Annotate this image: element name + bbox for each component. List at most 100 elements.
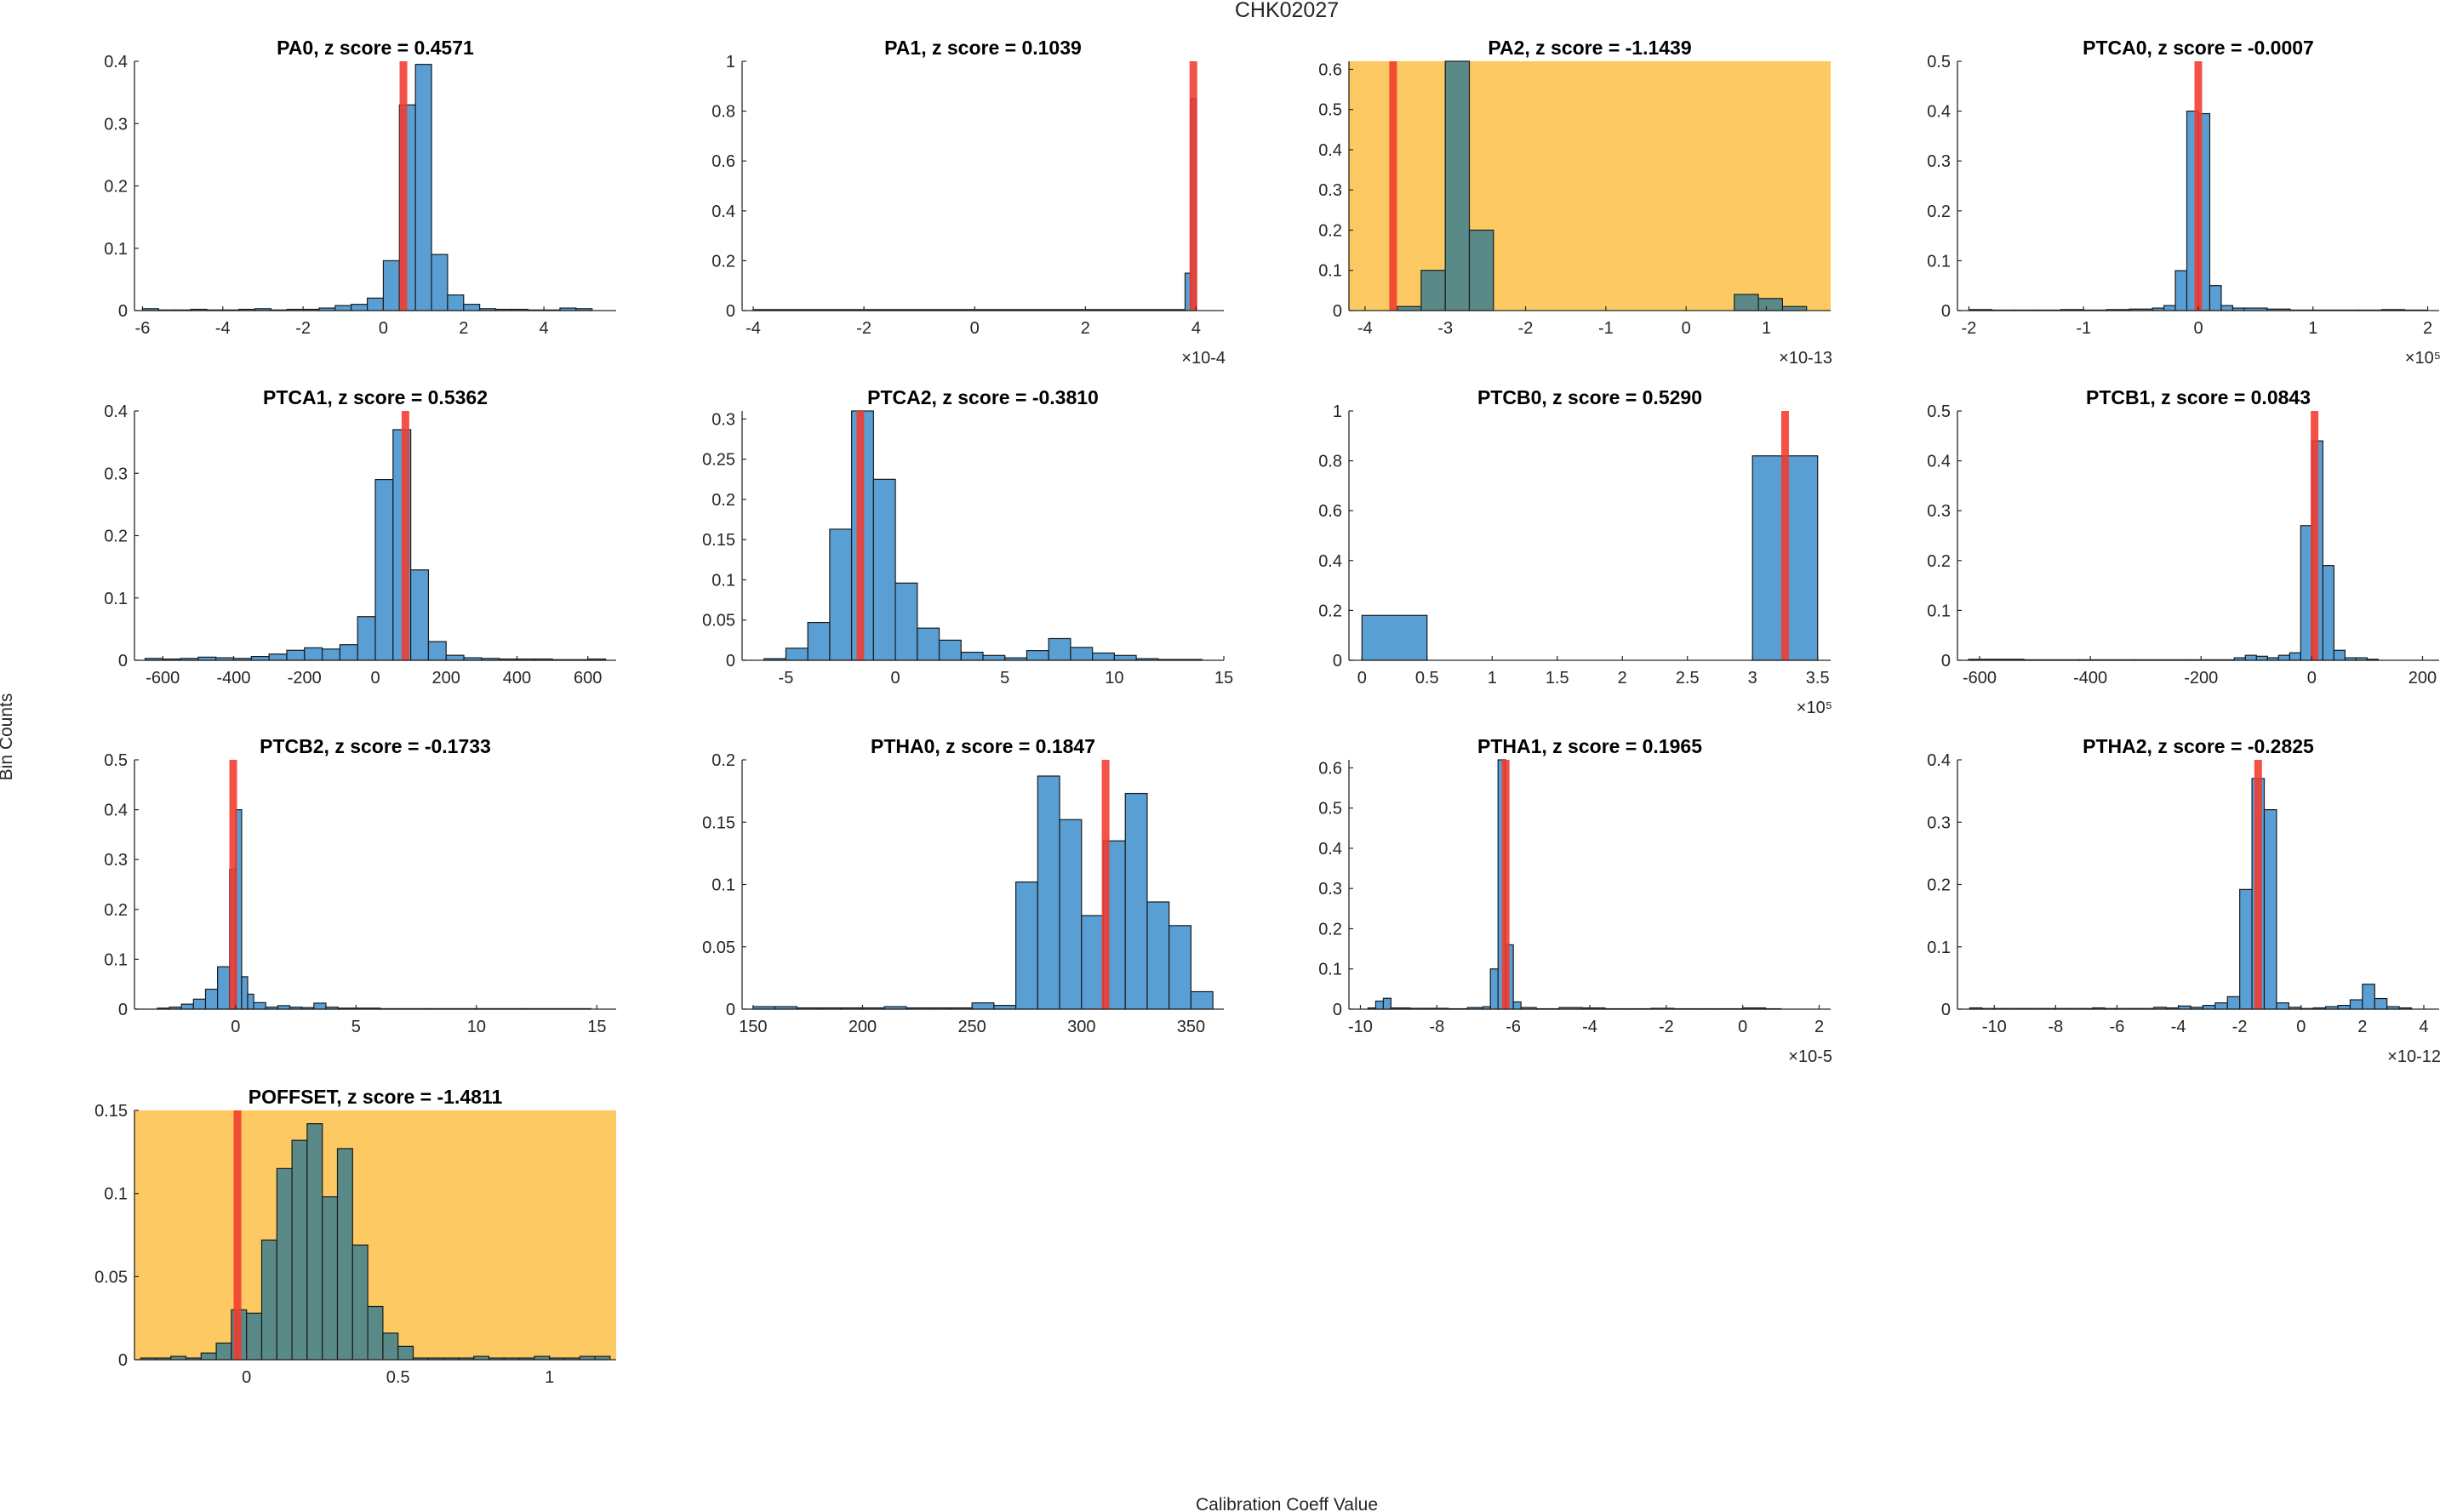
histogram-bar — [1420, 270, 1446, 311]
x-tick-label: 1 — [1488, 669, 1497, 688]
histogram-bar — [2174, 270, 2188, 311]
axis-multiplier: ×10-12 — [2387, 1047, 2440, 1066]
panel-title: PA0, z score = 0.4571 — [277, 37, 474, 59]
histogram-panels: -6 -4 -2 0 2 4 0 0.1 0.2 0.3 0.4 PA0, z score = 0.4… — [94, 37, 2440, 1387]
histogram-bar — [2349, 999, 2363, 1010]
x-tick-label: -8 — [1429, 1018, 1444, 1036]
x-tick-label: -6 — [1506, 1018, 1521, 1036]
histogram-bar — [1734, 294, 1759, 311]
current-value-marker — [1101, 760, 1110, 1009]
histogram-bar — [1081, 915, 1105, 1010]
histogram-bar — [250, 656, 270, 661]
y-tick-label: 0.4 — [104, 802, 128, 820]
y-tick-label: 0.4 — [1318, 552, 1342, 571]
x-tick-label: 2 — [1814, 1018, 1824, 1036]
histogram-bar — [253, 1001, 266, 1010]
axis-multiplier: ×10-5 — [1788, 1047, 1832, 1066]
histogram-bar — [1512, 1001, 1522, 1010]
x-tick-label: -10 — [1348, 1018, 1373, 1036]
y-tick-label: 0.2 — [1927, 876, 1951, 895]
y-tick-label: 0 — [118, 302, 128, 321]
panel-title: PTHA2, z score = -0.2825 — [2083, 735, 2314, 757]
x-tick-label: -1 — [2076, 319, 2091, 338]
y-tick-label: 0.15 — [702, 813, 735, 832]
histogram-bar — [304, 647, 323, 661]
x-tick-label: 0 — [370, 669, 380, 688]
x-tick-label: 2 — [459, 319, 468, 338]
histogram-bar — [971, 1002, 995, 1010]
histogram-bar — [313, 1002, 327, 1010]
y-tick-label: 0.2 — [1927, 552, 1951, 571]
x-tick-label: 350 — [1177, 1018, 1205, 1036]
x-tick-label: -4 — [215, 319, 231, 338]
x-tick-label: 15 — [587, 1018, 606, 1036]
x-tick-label: -200 — [288, 669, 322, 688]
x-tick-label: 0 — [1682, 319, 1691, 338]
y-tick-label: 0.6 — [1318, 759, 1342, 778]
x-tick-label: 4 — [1191, 319, 1201, 338]
y-tick-label: 0.4 — [104, 402, 128, 421]
y-tick-label: 0 — [1333, 652, 1342, 670]
axis-multiplier: ×10-13 — [1779, 349, 1832, 368]
y-tick-label: 0.3 — [104, 465, 128, 483]
histogram-bar — [2362, 984, 2375, 1010]
y-tick-label: 0.2 — [1927, 203, 1951, 221]
histogram-bar — [829, 528, 853, 661]
y-tick-label: 0.2 — [1318, 221, 1342, 240]
panel-ptcb2: 0 5 10 15 0 0.1 0.2 0.3 0.4 0.5 PTCB2, z score = -… — [104, 735, 616, 1036]
x-tick-label: 5 — [351, 1018, 361, 1036]
x-tick-label: 250 — [957, 1018, 986, 1036]
panel-poffset: 0 0.5 1 0 0.05 0.1 0.15 POFFSET, z score = -1.4… — [94, 1086, 616, 1387]
histogram-bar — [2163, 305, 2176, 311]
x-tick-label: 0 — [1738, 1018, 1747, 1036]
y-tick-label: 0.5 — [104, 751, 128, 770]
y-tick-label: 0.3 — [1927, 152, 1951, 171]
x-tick-label: 4 — [2419, 1018, 2428, 1036]
histogram-bar — [374, 478, 394, 661]
y-tick-label: 0.15 — [702, 531, 735, 550]
y-tick-label: 0.05 — [702, 612, 735, 630]
histogram-bar — [1026, 650, 1049, 661]
x-tick-label: 5 — [1000, 669, 1009, 688]
histogram-bar — [2300, 525, 2312, 661]
panel-title: PTCB0, z score = 0.5290 — [1477, 386, 1702, 408]
histogram-bar — [1757, 298, 1784, 311]
x-tick-label: 300 — [1067, 1018, 1095, 1036]
x-tick-label: 200 — [432, 669, 460, 688]
x-tick-label: 15 — [1214, 669, 1233, 688]
x-tick-label: 200 — [849, 1018, 877, 1036]
histogram-bar — [204, 988, 219, 1010]
y-tick-label: 0.1 — [711, 571, 735, 590]
x-axis-label: Calibration Coeff Value — [1196, 1495, 1378, 1512]
histogram-bar — [322, 1195, 339, 1361]
histogram-bar — [2209, 285, 2222, 311]
x-tick-label: 1 — [545, 1368, 554, 1387]
x-tick-label: 0.5 — [386, 1368, 410, 1387]
y-tick-label: 0 — [726, 652, 735, 670]
x-tick-label: -4 — [2171, 1018, 2186, 1036]
current-value-marker — [2194, 61, 2203, 311]
histogram-bar — [2333, 649, 2346, 661]
x-tick-label: 2 — [2423, 319, 2432, 338]
histogram-bar — [180, 1003, 194, 1010]
panel-title: PTCA1, z score = 0.5362 — [263, 386, 488, 408]
panel-title: PTCA0, z score = -0.0007 — [2083, 37, 2314, 59]
histogram-bar — [410, 569, 430, 661]
x-tick-label: 0 — [379, 319, 388, 338]
histogram-bar — [2220, 305, 2234, 311]
x-tick-label: -400 — [2073, 669, 2107, 688]
panel-title: PTCA2, z score = -0.3810 — [867, 386, 1099, 408]
histogram-bar — [2276, 1002, 2289, 1010]
y-tick-label: 0.5 — [1927, 402, 1951, 421]
y-tick-label: 0.8 — [1318, 453, 1342, 471]
y-tick-label: 0.2 — [104, 901, 128, 920]
histogram-bar — [1037, 775, 1060, 1010]
y-tick-label: 0.3 — [1927, 502, 1951, 521]
y-tick-label: 0.05 — [94, 1268, 128, 1287]
histogram-bar — [291, 1139, 308, 1361]
y-tick-label: 0.3 — [1927, 813, 1951, 832]
x-tick-label: -2 — [295, 319, 311, 338]
histogram-bar — [1468, 229, 1494, 311]
current-value-marker — [1389, 61, 1397, 311]
panel-title: POFFSET, z score = -1.4811 — [249, 1086, 503, 1108]
